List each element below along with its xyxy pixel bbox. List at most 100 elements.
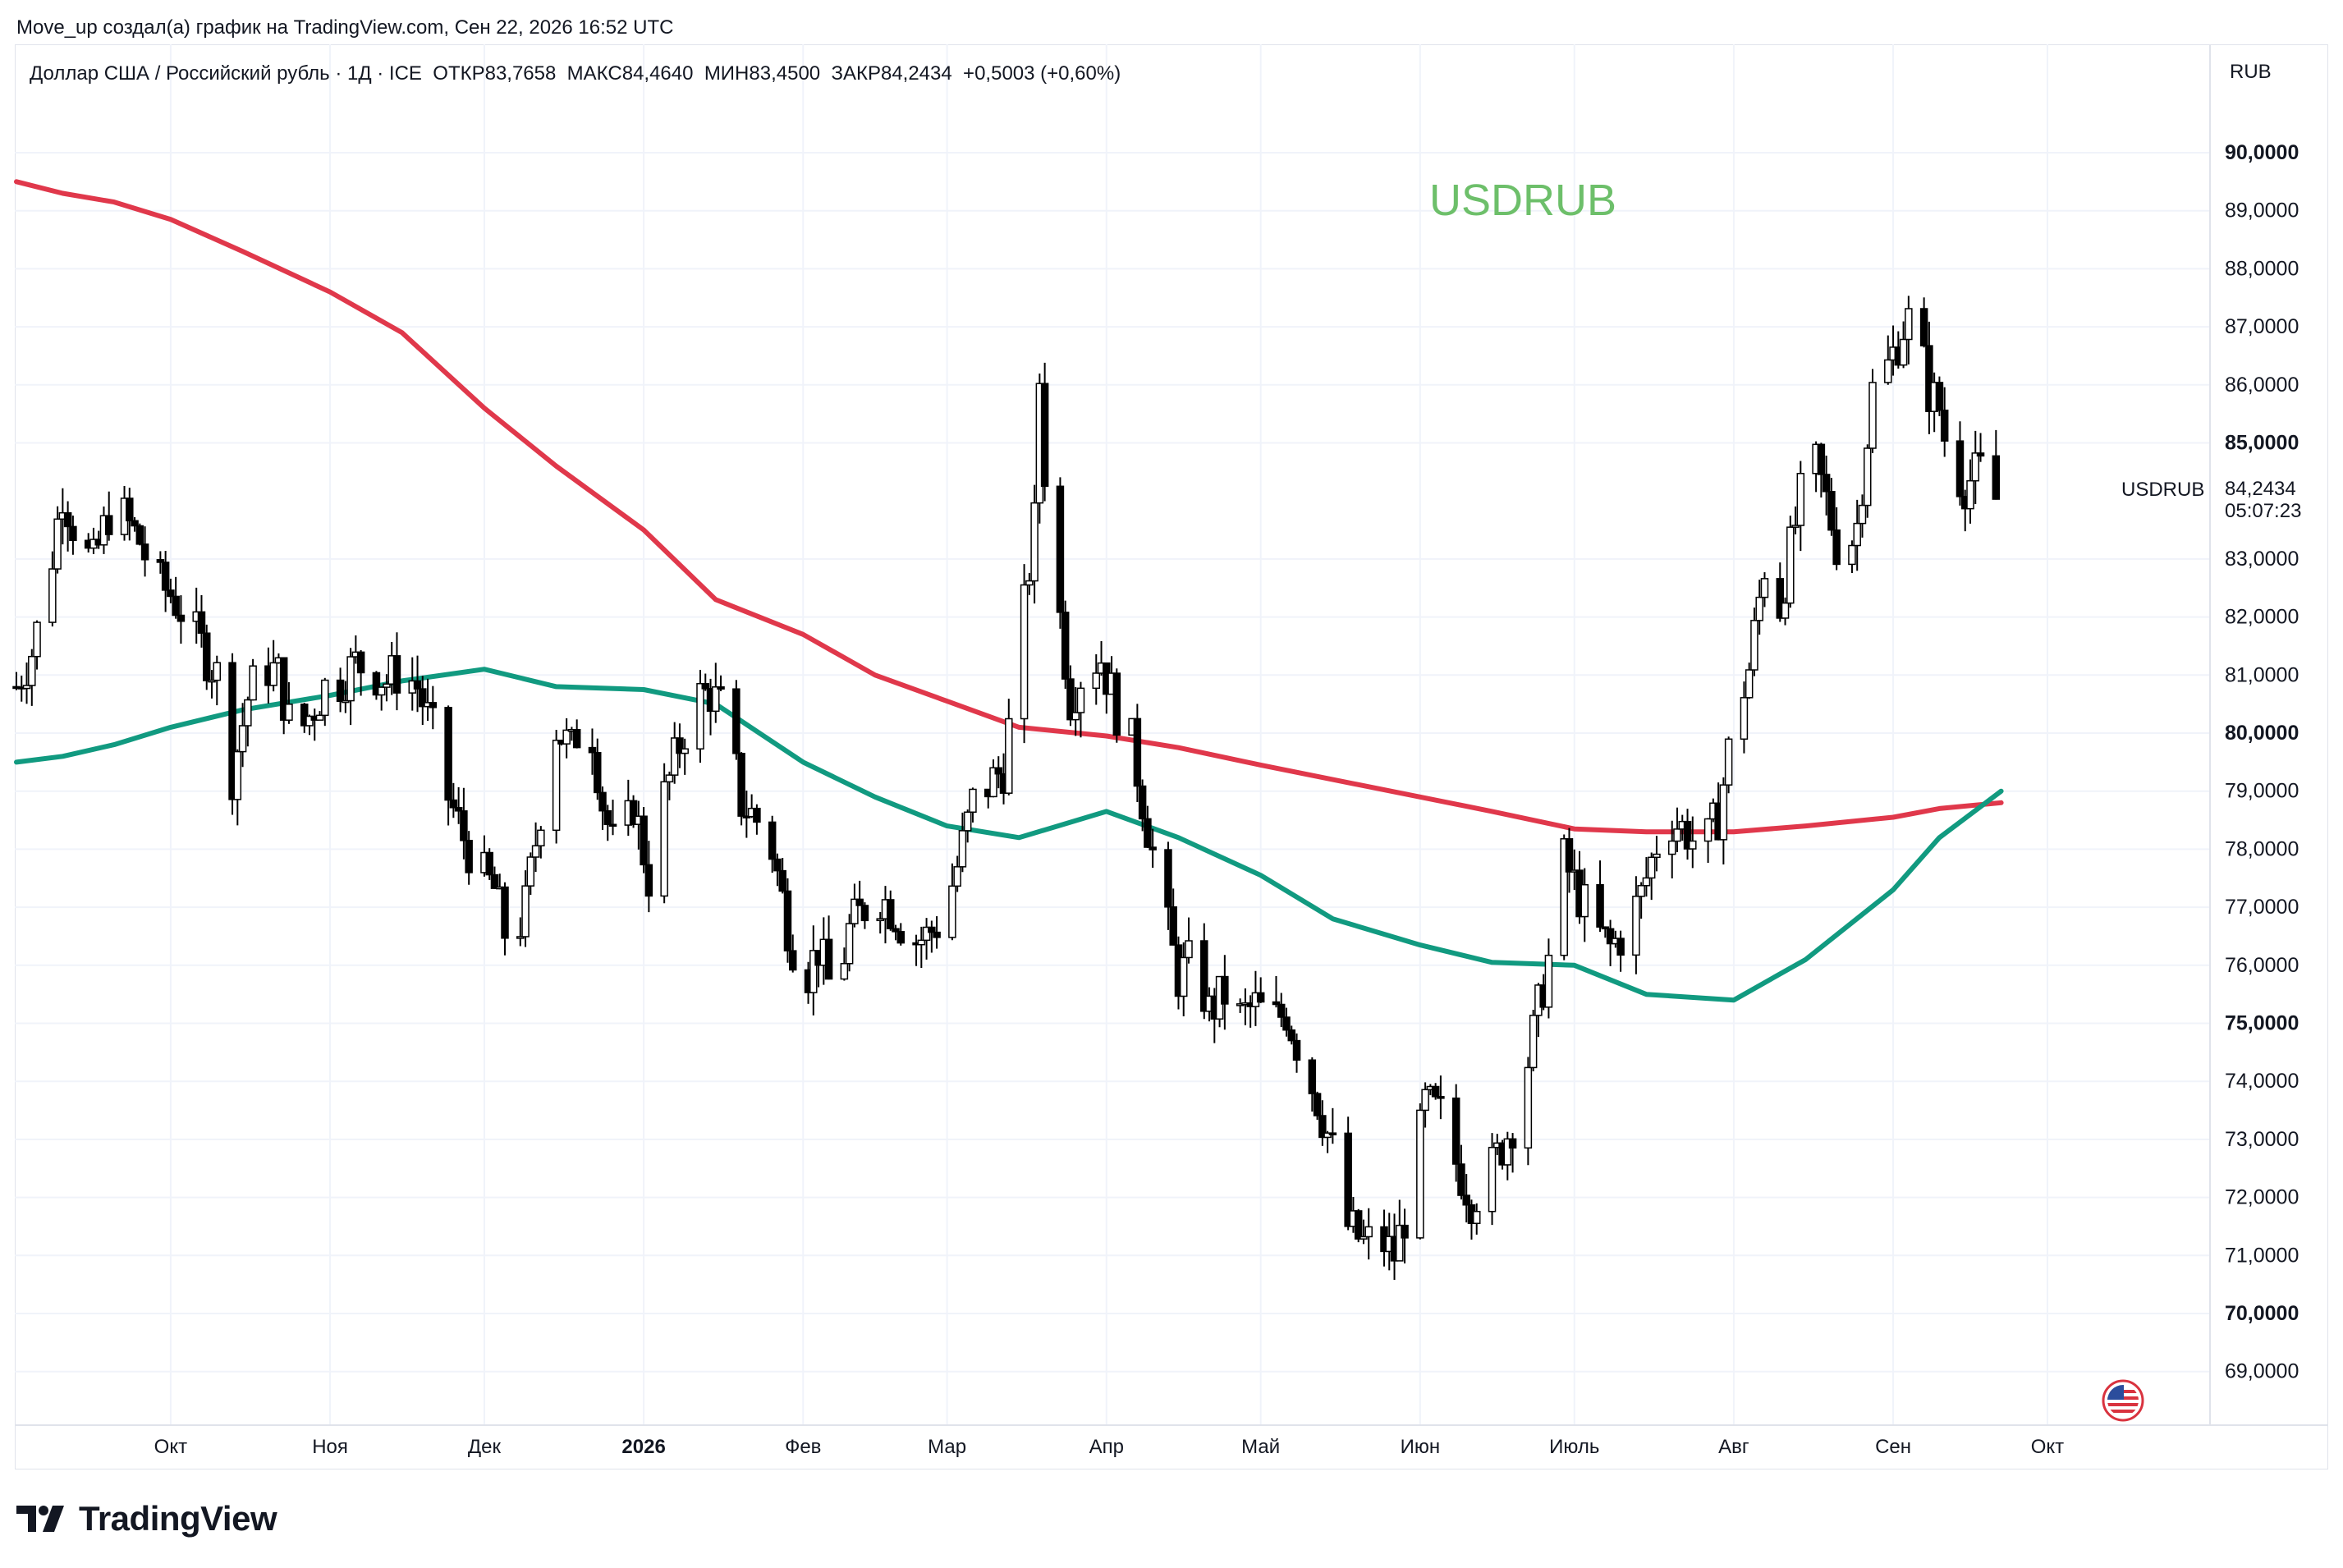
candle	[1689, 816, 1697, 869]
candle	[778, 857, 786, 894]
candle-body	[1719, 784, 1728, 841]
x-tick-label: Авг	[1718, 1436, 1749, 1458]
candle	[449, 782, 458, 818]
us-flag-icon[interactable]	[2102, 1379, 2144, 1422]
candle	[177, 595, 186, 644]
candle	[140, 526, 149, 577]
candle-body	[1359, 1236, 1368, 1240]
candle	[315, 711, 324, 721]
y-tick-label: 82,0000	[2225, 606, 2299, 629]
candle-body	[1992, 455, 2001, 500]
candle	[1066, 665, 1075, 727]
candle	[1786, 516, 1795, 608]
candle-body	[1868, 382, 1877, 449]
candle	[1976, 433, 1985, 462]
candle	[994, 756, 1003, 789]
candle-body	[53, 518, 62, 570]
price-axis[interactable]: 69,0000 70,0000 71,0000 72,0000 73,0000 74,00…	[2225, 141, 2299, 1383]
candle-body	[1185, 940, 1193, 959]
candle	[1745, 663, 1754, 699]
candle	[419, 676, 427, 726]
candle	[1817, 442, 1826, 498]
candle	[1359, 1219, 1368, 1245]
candle	[1868, 369, 1877, 453]
candle-body	[1396, 1224, 1404, 1262]
candle-body	[696, 682, 704, 750]
candle	[1606, 919, 1615, 966]
candle-body	[342, 699, 350, 704]
candle-body	[315, 714, 324, 721]
candle-body	[1277, 1003, 1286, 1018]
candle	[788, 934, 797, 973]
candle-body	[1462, 1194, 1470, 1206]
candle-body	[1616, 938, 1625, 956]
x-tick-label: Сен	[1875, 1436, 1911, 1458]
candle	[1416, 1103, 1424, 1240]
candle	[1354, 1208, 1363, 1243]
candle-body	[1149, 846, 1157, 850]
candle-body	[737, 753, 745, 817]
candle-body	[1472, 1210, 1481, 1224]
candle	[922, 918, 931, 960]
candle	[1966, 459, 1974, 524]
candle-body	[1308, 1059, 1317, 1094]
candle	[48, 551, 57, 627]
candle	[300, 703, 309, 733]
candle-body	[886, 899, 895, 929]
candle	[1596, 860, 1604, 933]
candle	[1925, 321, 1933, 434]
candle-body	[22, 685, 31, 690]
candle-body	[1061, 612, 1070, 680]
x-tick-label: Июн	[1401, 1436, 1441, 1458]
candle-body	[562, 729, 571, 745]
candle	[1164, 841, 1172, 930]
candle-body	[783, 890, 792, 951]
candle-body	[958, 830, 967, 868]
candle	[1832, 507, 1841, 571]
tradingview-logo[interactable]: TradingView	[16, 1494, 277, 1543]
candle-body	[244, 699, 252, 727]
candle-body	[922, 926, 931, 942]
candle	[1935, 376, 1944, 416]
candle-body	[1966, 479, 1974, 510]
currency-button[interactable]: RUB	[2230, 61, 2272, 83]
candle	[213, 655, 222, 706]
candle	[562, 718, 571, 759]
candle	[896, 923, 906, 946]
candle	[485, 848, 493, 880]
candle	[63, 501, 72, 552]
x-tick-label: Фев	[785, 1436, 821, 1458]
candle-body	[372, 672, 381, 696]
candle-body	[1287, 1029, 1296, 1042]
candle	[1673, 807, 1681, 852]
candle	[1457, 1144, 1465, 1200]
candle-body	[1760, 578, 1769, 598]
candle-body	[876, 918, 884, 922]
candle	[753, 804, 761, 835]
time-axis[interactable]: Окт Ноя Дек 2026 Фев Мар Апр Май Июн Июль Авг Сен Ок…	[154, 1436, 2064, 1458]
candle	[1488, 1133, 1497, 1226]
candle-body	[228, 662, 236, 800]
candle-body	[465, 840, 473, 873]
candle	[640, 807, 648, 873]
candle	[1503, 1131, 1512, 1181]
candle-body	[963, 811, 972, 832]
candle	[197, 594, 206, 648]
candle	[305, 714, 314, 736]
candle	[958, 812, 967, 873]
candle-body	[845, 923, 854, 965]
candle-body	[1667, 840, 1676, 855]
candle	[732, 680, 740, 760]
candle	[69, 516, 77, 555]
candle	[1056, 477, 1065, 629]
candle	[285, 681, 293, 724]
candle-body	[28, 655, 36, 686]
candle	[1462, 1174, 1470, 1223]
candle-body	[1524, 1066, 1533, 1149]
candle	[1292, 1033, 1301, 1073]
y-tick-label: 89,0000	[2225, 199, 2299, 222]
candle	[429, 685, 438, 730]
candle	[681, 738, 689, 775]
candle	[1781, 597, 1790, 626]
